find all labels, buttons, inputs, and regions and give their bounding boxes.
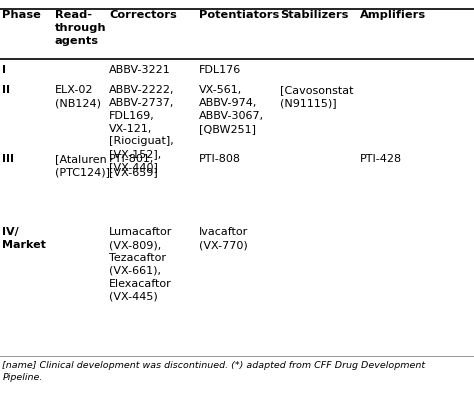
Text: [name] Clinical development was discontinued. (*) adapted from CFF Drug Developm: [name] Clinical development was disconti… [2, 360, 426, 381]
Text: I: I [2, 65, 6, 75]
Text: Phase: Phase [2, 10, 41, 20]
Text: IV/
Market: IV/ Market [2, 227, 46, 249]
Text: FDL176: FDL176 [199, 65, 241, 75]
Text: Amplifiers: Amplifiers [360, 10, 427, 20]
Text: ABBV-2222,
ABBV-2737,
FDL169,
VX-121,
[Riociguat],
[VX-152],
[VX-440]: ABBV-2222, ABBV-2737, FDL169, VX-121, [R… [109, 85, 174, 172]
Text: Correctors: Correctors [109, 10, 177, 20]
Text: III: III [2, 154, 14, 164]
Text: II: II [2, 85, 10, 95]
Text: PTI-808: PTI-808 [199, 154, 241, 164]
Text: Stabilizers: Stabilizers [280, 10, 348, 20]
Text: ABBV-3221: ABBV-3221 [109, 65, 171, 75]
Text: [Ataluren
(PTC124)]: [Ataluren (PTC124)] [55, 154, 109, 177]
Text: Read-
through
agents: Read- through agents [55, 10, 106, 46]
Text: VX-561,
ABBV-974,
ABBV-3067,
[QBW251]: VX-561, ABBV-974, ABBV-3067, [QBW251] [199, 85, 264, 133]
Text: PTI-428: PTI-428 [360, 154, 402, 164]
Text: Ivacaftor
(VX-770): Ivacaftor (VX-770) [199, 227, 248, 249]
Text: [Cavosonstat
(N91115)]: [Cavosonstat (N91115)] [280, 85, 353, 108]
Text: Potentiators: Potentiators [199, 10, 279, 20]
Text: PTI-801,
[VX-659]: PTI-801, [VX-659] [109, 154, 158, 177]
Text: ELX-02
(NB124): ELX-02 (NB124) [55, 85, 100, 108]
Text: Lumacaftor
(VX-809),
Tezacaftor
(VX-661),
Elexacaftor
(VX-445): Lumacaftor (VX-809), Tezacaftor (VX-661)… [109, 227, 173, 301]
